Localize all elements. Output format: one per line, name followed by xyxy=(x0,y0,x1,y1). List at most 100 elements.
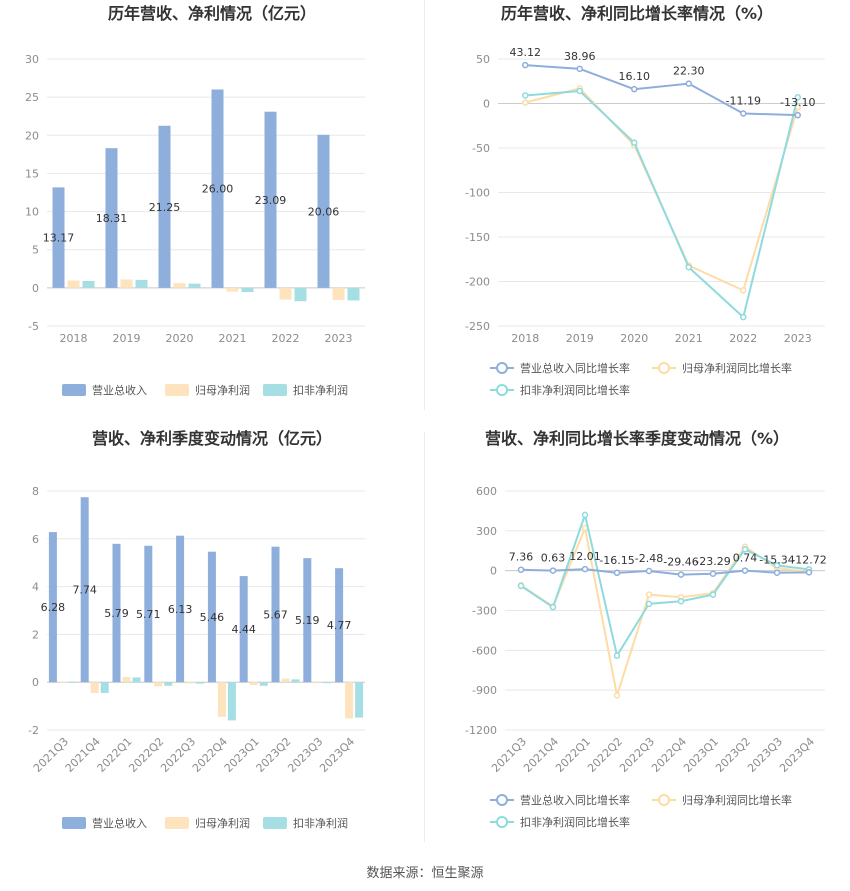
legend-swatch xyxy=(263,817,287,829)
bar xyxy=(317,134,330,288)
bar xyxy=(112,543,121,683)
legend-marker xyxy=(658,794,670,806)
point-value-label: -16.15 xyxy=(599,554,634,567)
point-value-label: 0.63 xyxy=(541,552,566,565)
legend-swatch xyxy=(62,817,86,829)
y-tick-label: 300 xyxy=(476,525,497,538)
y-tick-label: 15 xyxy=(25,167,39,180)
y-tick-label: 20 xyxy=(25,129,39,142)
x-tick-label: 2023Q4 xyxy=(777,735,817,775)
bar xyxy=(80,497,89,683)
data-point xyxy=(549,567,557,574)
bar-value-label: 21.25 xyxy=(149,201,181,214)
data-point xyxy=(631,85,638,93)
bar-value-label: 6.13 xyxy=(168,603,193,616)
annual-revenue-profit-chart: 历年营收、净利情况（亿元） -5 0 5 10 15 20 25 30 2018 2019 2020 2… xyxy=(0,0,425,420)
bar xyxy=(176,535,185,683)
legend-marker xyxy=(496,816,508,828)
series-line xyxy=(520,568,810,576)
y-tick-label: 8 xyxy=(32,485,39,498)
y-tick-label: 2 xyxy=(32,628,39,641)
y-tick-label: -300 xyxy=(472,605,497,618)
legend-label: 营业总收入 xyxy=(92,816,147,830)
x-tick-label: 2021 xyxy=(675,332,703,345)
bar xyxy=(264,111,277,288)
chart-title: 历年营收、净利情况（亿元） xyxy=(108,4,316,23)
bar xyxy=(279,287,292,300)
bar xyxy=(281,678,290,683)
data-point xyxy=(740,287,747,294)
bar xyxy=(120,279,133,288)
legend-label: 归母净利润同比增长率 xyxy=(682,793,792,807)
x-tick-label: 2020 xyxy=(166,332,194,345)
legend-swatch xyxy=(62,384,86,396)
bar xyxy=(52,187,65,288)
bar xyxy=(347,287,360,301)
bar xyxy=(164,682,173,686)
divider-bottom xyxy=(424,432,425,842)
bar xyxy=(122,676,131,683)
bar xyxy=(345,682,354,719)
bar xyxy=(259,682,268,686)
quarterly-growth-rate-chart: 营收、净利同比增长率季度变动情况（%） -1200 -900 -600 -300 0 300… xyxy=(425,425,850,845)
y-tick-label: 0 xyxy=(32,676,39,689)
legend-label: 营业总收入同比增长率 xyxy=(520,361,630,375)
bar xyxy=(154,682,163,687)
y-tick-label: -150 xyxy=(465,231,490,244)
bar-value-label: 20.06 xyxy=(308,205,340,218)
bar-value-label: 5.19 xyxy=(295,614,320,627)
series-line xyxy=(520,511,810,659)
y-tick-label: -100 xyxy=(465,187,490,200)
bar xyxy=(58,681,67,683)
y-tick-label: -2 xyxy=(28,724,39,737)
data-point xyxy=(581,511,589,519)
bar xyxy=(105,148,118,288)
x-tick-label: 2023Q4 xyxy=(317,735,357,775)
data-point xyxy=(773,569,781,576)
bar xyxy=(48,532,57,683)
y-tick-label: 0 xyxy=(490,565,497,578)
data-point xyxy=(741,546,749,553)
bar xyxy=(144,545,153,683)
point-value-label: 38.96 xyxy=(564,50,596,63)
bar-value-label: 4.44 xyxy=(231,623,256,636)
bar xyxy=(249,682,258,686)
legend-label: 扣非净利润 xyxy=(293,816,348,830)
data-point xyxy=(517,582,525,590)
data-point xyxy=(517,566,525,573)
bar xyxy=(239,576,248,683)
bar-value-label: 23.09 xyxy=(255,194,287,207)
legend-label: 营业总收入同比增长率 xyxy=(520,793,630,807)
bar-value-label: 5.71 xyxy=(136,608,161,621)
legend-swatch xyxy=(165,817,189,829)
x-tick-label: 2018 xyxy=(60,332,88,345)
y-tick-label: -250 xyxy=(465,320,490,333)
y-tick-label: -5 xyxy=(28,320,39,333)
y-tick-label: 0 xyxy=(483,98,490,111)
bar xyxy=(303,558,312,683)
data-point xyxy=(740,110,747,117)
bar xyxy=(132,677,141,683)
bar xyxy=(227,682,236,721)
point-value-label: -11.19 xyxy=(726,94,761,107)
data-point xyxy=(685,80,692,87)
x-tick-label: 2023 xyxy=(784,332,812,345)
point-value-label: 7.36 xyxy=(509,551,534,564)
bar xyxy=(313,682,322,684)
data-point xyxy=(794,111,801,119)
bar xyxy=(196,682,205,684)
point-value-label: 12.01 xyxy=(569,550,601,563)
data-point xyxy=(805,569,813,576)
data-point xyxy=(613,692,621,699)
x-tick-label: 2022 xyxy=(272,332,300,345)
data-point xyxy=(631,139,638,146)
x-tick-label: 2022 xyxy=(729,332,757,345)
y-tick-label: -600 xyxy=(472,644,497,657)
point-value-label: -2.48 xyxy=(635,552,663,565)
legend-swatch xyxy=(165,384,189,396)
bar xyxy=(158,125,171,288)
legend-marker xyxy=(496,794,508,806)
point-value-label: 0.74 xyxy=(733,552,758,565)
annual-revenue-profit-svg: 历年营收、净利情况（亿元） -5 0 5 10 15 20 25 30 2018 2019 2020 2… xyxy=(25,4,365,397)
data-point xyxy=(645,591,653,598)
